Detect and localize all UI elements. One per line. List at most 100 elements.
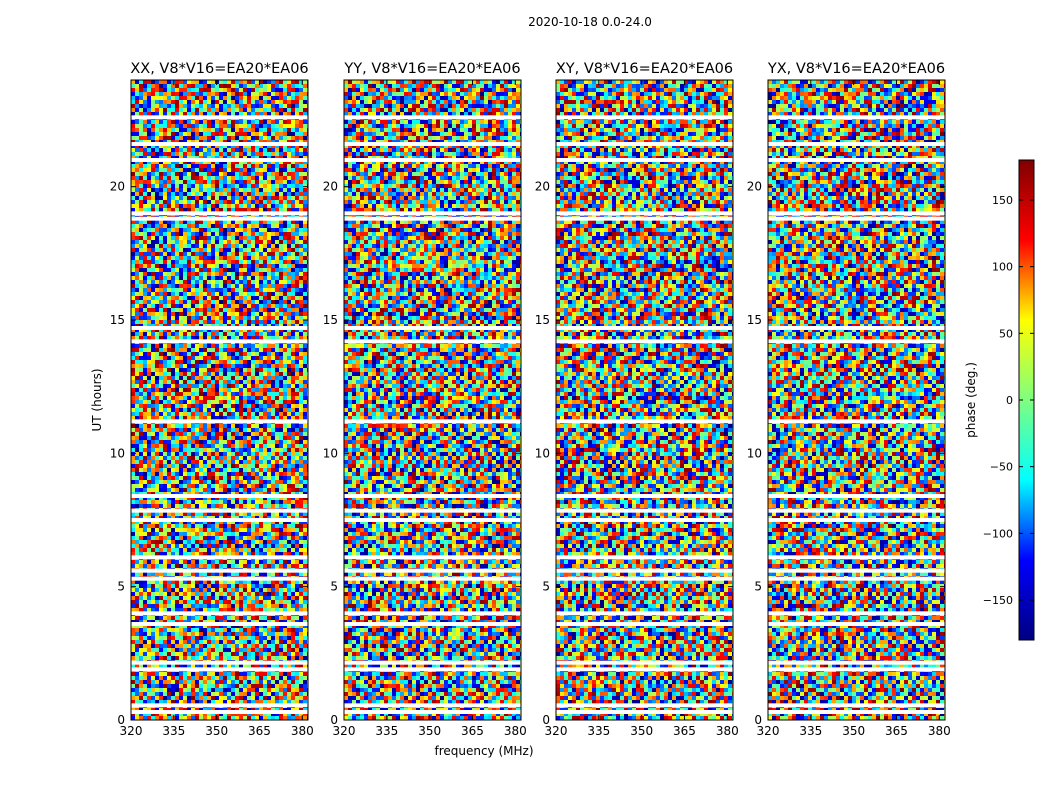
heatmap-cell (295, 416, 299, 420)
heatmap-cell (187, 168, 191, 172)
heatmap-cell (139, 184, 143, 188)
heatmap-cell (215, 132, 219, 136)
heatmap-cell (183, 96, 187, 100)
heatmap-cell (139, 164, 143, 168)
heatmap-cell (211, 368, 215, 372)
heatmap-cell (203, 176, 207, 180)
heatmap-cell (143, 348, 147, 352)
heatmap-cell (247, 108, 251, 112)
heatmap-cell (211, 276, 215, 280)
heatmap-cell (223, 80, 227, 84)
heatmap-cell (255, 500, 259, 504)
heatmap-cell (279, 84, 283, 88)
heatmap-cell (219, 100, 223, 104)
heatmap-cell (159, 276, 163, 280)
heatmap-cell (167, 196, 171, 200)
heatmap-cell (135, 460, 139, 464)
heatmap-cell (239, 512, 243, 516)
heatmap-cell (267, 128, 271, 132)
heatmap-cell (255, 204, 259, 208)
heatmap-cell (295, 448, 299, 452)
heatmap-cell (231, 408, 235, 412)
heatmap-cell (163, 336, 167, 340)
heatmap-cell (151, 460, 155, 464)
heatmap-cell (159, 320, 163, 324)
heatmap-cell (151, 264, 155, 268)
heatmap-cell (131, 132, 135, 136)
heatmap-cell (299, 280, 303, 284)
heatmap-cell (131, 308, 135, 312)
heatmap-cell (263, 272, 267, 276)
heatmap-cell (283, 260, 287, 264)
heatmap-cell (159, 460, 163, 464)
heatmap-cell (227, 436, 231, 440)
heatmap-cell (279, 380, 283, 384)
heatmap-cell (219, 476, 223, 480)
heatmap-cell (223, 268, 227, 272)
heatmap-cell (131, 356, 135, 360)
heatmap-cell (235, 448, 239, 452)
heatmap-cell (279, 456, 283, 460)
heatmap-cell (159, 476, 163, 480)
heatmap-cell (167, 184, 171, 188)
heatmap-cell (175, 244, 179, 248)
heatmap-cell (231, 488, 235, 492)
heatmap-cell (219, 472, 223, 476)
heatmap-cell (199, 408, 203, 412)
heatmap-cell (187, 272, 191, 276)
heatmap-cell (179, 100, 183, 104)
heatmap-cell (163, 268, 167, 272)
heatmap-cell (235, 464, 239, 468)
heatmap-cell (243, 164, 247, 168)
heatmap-cell (147, 432, 151, 436)
heatmap-cell (295, 300, 299, 304)
heatmap-cell (195, 248, 199, 252)
heatmap-cell (199, 360, 203, 364)
heatmap-cell (235, 380, 239, 384)
heatmap-cell (131, 188, 135, 192)
heatmap-cell (247, 232, 251, 236)
heatmap-cell (299, 304, 303, 308)
heatmap-cell (223, 488, 227, 492)
heatmap-cell (139, 356, 143, 360)
heatmap-cell (275, 488, 279, 492)
heatmap-cell (231, 500, 235, 504)
heatmap-cell (295, 292, 299, 296)
heatmap-cell (255, 152, 259, 156)
heatmap-cell (155, 284, 159, 288)
heatmap-cell (139, 256, 143, 260)
heatmap-cell (163, 404, 167, 408)
heatmap-cell (259, 280, 263, 284)
heatmap-cell (227, 164, 231, 168)
heatmap-cell (175, 176, 179, 180)
heatmap-cell (283, 308, 287, 312)
heatmap-cell (303, 484, 307, 488)
heatmap-cell (143, 188, 147, 192)
heatmap-cell (279, 204, 283, 208)
heatmap-cell (131, 368, 135, 372)
heatmap-cell (187, 268, 191, 272)
heatmap-cell (227, 184, 231, 188)
heatmap-cell (291, 364, 295, 368)
heatmap-cell (215, 360, 219, 364)
heatmap-cell (215, 148, 219, 152)
heatmap-cell (207, 200, 211, 204)
heatmap-cell (263, 404, 267, 408)
heatmap-cell (179, 268, 183, 272)
heatmap-cell (259, 424, 263, 428)
heatmap-cell (219, 220, 223, 224)
heatmap-cell (171, 392, 175, 396)
heatmap-cell (163, 432, 167, 436)
heatmap-cell (251, 152, 255, 156)
heatmap-cell (135, 312, 139, 316)
heatmap-cell (171, 384, 175, 388)
heatmap-cell (179, 300, 183, 304)
heatmap-cell (175, 148, 179, 152)
heatmap-cell (163, 184, 167, 188)
heatmap-cell (175, 152, 179, 156)
heatmap-cell (303, 460, 307, 464)
heatmap-cell (283, 272, 287, 276)
heatmap-cell (211, 440, 215, 444)
heatmap-cell (203, 184, 207, 188)
heatmap-cell (223, 384, 227, 388)
